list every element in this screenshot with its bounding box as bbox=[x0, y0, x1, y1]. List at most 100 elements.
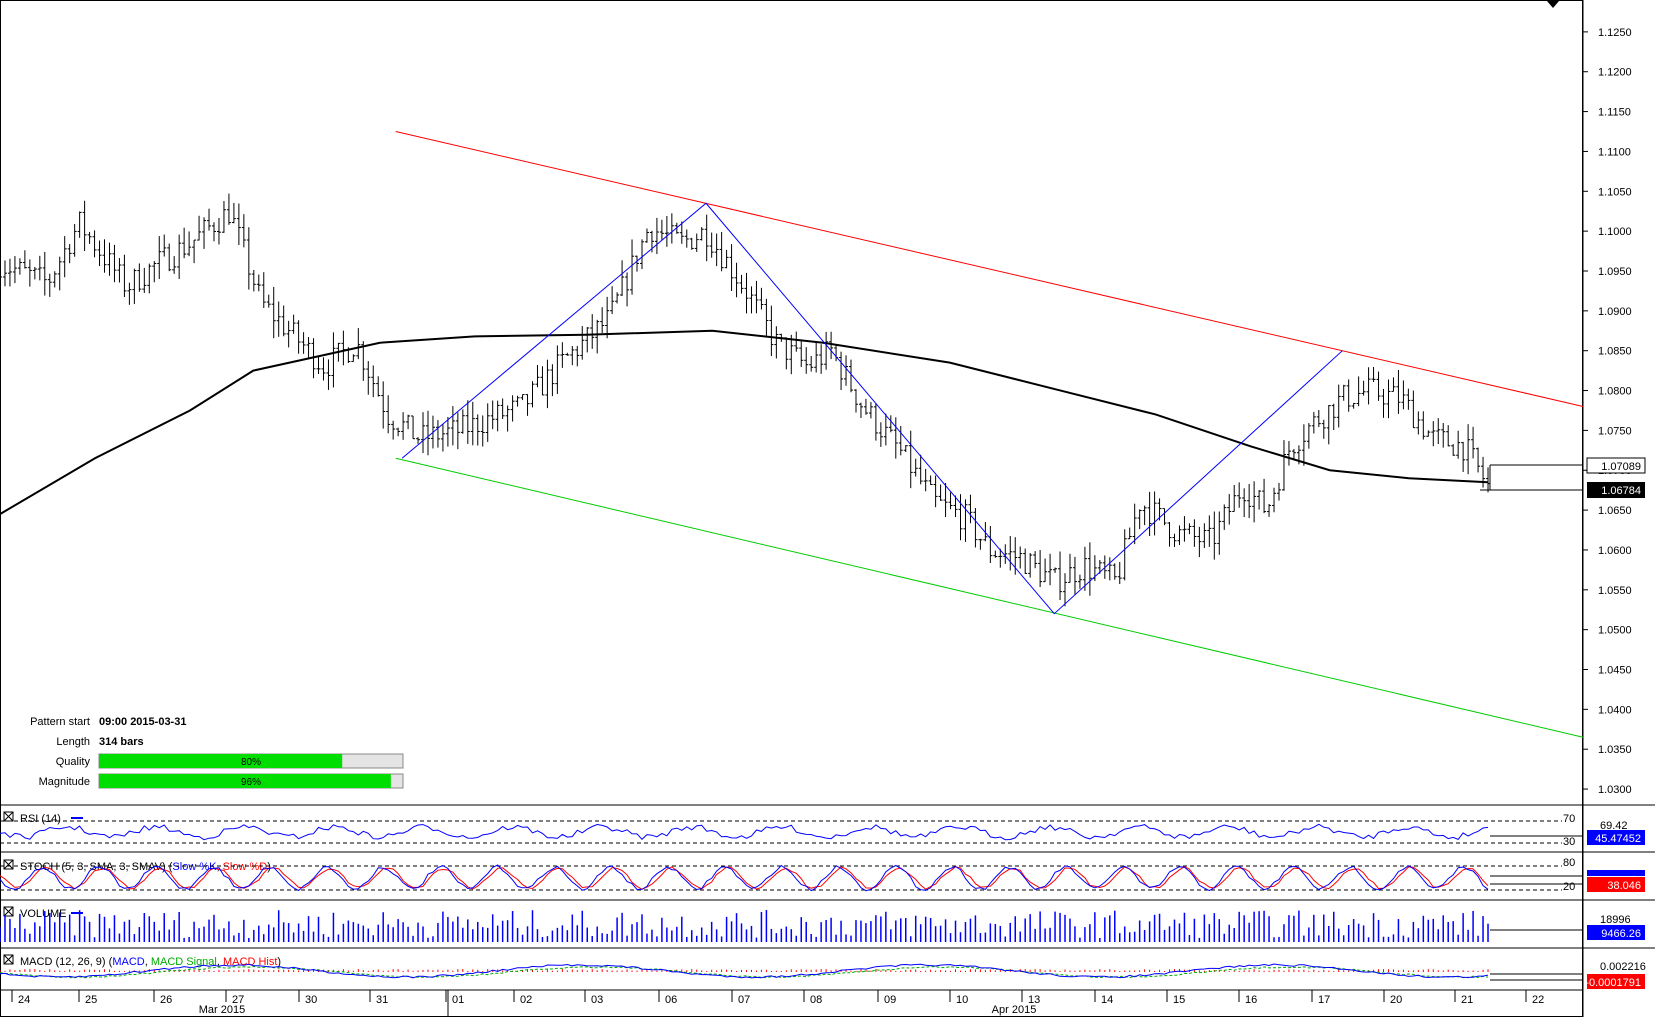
price-tick-label: 1.0800 bbox=[1598, 386, 1632, 398]
macd-label-macd: MACD bbox=[112, 956, 144, 968]
date-tick-label: 15 bbox=[1173, 994, 1185, 1006]
stoch-level-20-label: 20 bbox=[1563, 881, 1575, 893]
price-tick-label: 1.0750 bbox=[1598, 425, 1632, 437]
price-tick-label: 1.0350 bbox=[1598, 744, 1632, 756]
stoch-label-prefix: STOCH (5, 3, SMA, 3, SMAV) bbox=[20, 861, 166, 873]
price-tick-label: 1.0450 bbox=[1598, 665, 1632, 677]
price-tick-label: 1.0550 bbox=[1598, 585, 1632, 597]
macd-signal-line bbox=[0, 965, 1489, 979]
date-tick-label: 02 bbox=[520, 994, 532, 1006]
stoch-label-k: Slow %K bbox=[172, 861, 217, 873]
pattern-zigzag-line bbox=[401, 202, 1343, 615]
date-tick-label: 07 bbox=[738, 994, 750, 1006]
volume-panel: VOLUME 18996 9466.26 bbox=[0, 906, 1645, 942]
date-tick-label: 09 bbox=[884, 994, 896, 1006]
date-tick-label: 08 bbox=[810, 994, 822, 1006]
macd-close-icon[interactable] bbox=[3, 954, 14, 965]
price-tick-label: 1.1050 bbox=[1598, 186, 1632, 198]
price-tick-label: 1.1200 bbox=[1598, 67, 1632, 79]
rsi-level-70-label: 70 bbox=[1563, 813, 1575, 825]
quality-bar-fill bbox=[99, 754, 343, 768]
volume-value-text: 18996 bbox=[1600, 914, 1631, 926]
price-tick-label: 1.0400 bbox=[1598, 704, 1632, 716]
volume-bars bbox=[0, 910, 1489, 942]
macd-line bbox=[0, 963, 1489, 979]
date-tick-label: 21 bbox=[1461, 994, 1473, 1006]
macd-tag-box bbox=[1587, 974, 1645, 989]
macd-label-prefix: MACD (12, 26, 9) bbox=[20, 956, 106, 968]
length-value: 314 bars bbox=[99, 736, 144, 748]
stoch-tag-k-box bbox=[1587, 870, 1645, 876]
date-tick-label: 25 bbox=[85, 994, 97, 1006]
price-tick-label: 1.1150 bbox=[1598, 107, 1631, 119]
rsi-line bbox=[0, 823, 1489, 841]
price-tick-label: 1.1100 bbox=[1598, 146, 1631, 158]
date-tick-label: 17 bbox=[1318, 994, 1330, 1006]
macd-label: MACD (12, 26, 9) (MACD, MACD Signal, MAC… bbox=[20, 956, 281, 968]
macd-label-signal: MACD Signal bbox=[151, 956, 217, 968]
rsi-panel: RSI (14) 70 30 69.42 45.47452 bbox=[0, 811, 1645, 848]
date-tick-label: 22 bbox=[1532, 994, 1544, 1006]
magnitude-bar-fill bbox=[99, 774, 391, 788]
price-tick-label: 1.0500 bbox=[1598, 625, 1632, 637]
volume-current-value: 9466.26 bbox=[1601, 928, 1641, 940]
date-tick-label: 20 bbox=[1390, 994, 1402, 1006]
stoch-level-80-label: 80 bbox=[1563, 857, 1575, 869]
stoch-panel: STOCH (5, 3, SMA, 3, SMAV) (Slow %K, Slo… bbox=[0, 857, 1645, 893]
menu-triangle-icon[interactable] bbox=[1547, 1, 1559, 8]
moving-average-line bbox=[0, 329, 1489, 515]
stoch-tag-d-box bbox=[1587, 877, 1645, 892]
date-tick-label: 27 bbox=[232, 994, 244, 1006]
month-label-mar: Mar 2015 bbox=[199, 1004, 245, 1016]
rsi-current-value: 45.47452 bbox=[1595, 833, 1641, 845]
pattern-info-panel: Pattern start 09:00 2015-03-31 Length 31… bbox=[30, 716, 404, 789]
date-axis: 24 25 26 27 30 31 01 02 03 06 07 08 09 10 13 14 15 16 17 20… bbox=[11, 990, 1544, 1006]
length-label: Length bbox=[56, 736, 90, 748]
stoch-current-value: 38.046 bbox=[1607, 880, 1641, 892]
macd-value-text: 0.002216 bbox=[1600, 961, 1646, 973]
date-tick-label: 31 bbox=[376, 994, 388, 1006]
stoch-close-icon-cross bbox=[3, 859, 14, 870]
stoch-label: STOCH (5, 3, SMA, 3, SMAV) (Slow %K, Slo… bbox=[20, 861, 271, 873]
price-tag-upper-value: 1.07089 bbox=[1601, 461, 1641, 473]
pattern-start-label: Pattern start bbox=[30, 716, 90, 728]
quality-label: Quality bbox=[56, 756, 91, 768]
macd-close-icon-cross bbox=[3, 954, 14, 965]
date-tick-label: 01 bbox=[452, 994, 464, 1006]
volume-tag-box bbox=[1587, 925, 1645, 940]
month-label-apr: Apr 2015 bbox=[992, 1004, 1037, 1016]
rsi-label: RSI (14) bbox=[20, 813, 61, 825]
channel-resistance-line bbox=[395, 131, 1584, 407]
price-tick-label: 1.1250 bbox=[1598, 27, 1632, 39]
date-tick-label: 06 bbox=[665, 994, 677, 1006]
date-tick-label: 24 bbox=[18, 994, 30, 1006]
volume-close-icon[interactable] bbox=[3, 906, 14, 917]
date-tick-label: 26 bbox=[160, 994, 172, 1006]
magnitude-label: Magnitude bbox=[39, 776, 90, 788]
stoch-close-icon[interactable] bbox=[3, 859, 14, 870]
price-tick-label: 1.0900 bbox=[1598, 306, 1632, 318]
price-tick-label: 1.0950 bbox=[1598, 266, 1632, 278]
volume-label: VOLUME bbox=[20, 908, 66, 920]
price-tag-lower-box bbox=[1587, 482, 1645, 498]
stoch-k-line bbox=[0, 864, 1489, 892]
volume-close-icon-cross bbox=[3, 906, 14, 917]
quality-value: 80% bbox=[241, 757, 261, 768]
rsi-tag-box bbox=[1587, 830, 1645, 845]
price-tick-label: 1.0600 bbox=[1598, 545, 1632, 557]
rsi-close-icon-cross bbox=[3, 811, 14, 822]
stoch-label-d: Slow %D bbox=[223, 861, 268, 873]
price-tick-label: 1.0650 bbox=[1598, 505, 1632, 517]
macd-panel: MACD (12, 26, 9) (MACD, MACD Signal, MAC… bbox=[0, 954, 1646, 989]
macd-current-value: -0.0001791 bbox=[1585, 977, 1641, 989]
stoch-d-line bbox=[0, 866, 1489, 890]
macd-histogram bbox=[0, 969, 1489, 972]
price-axis-ticks: 1.1250 1.1200 1.1150 1.1100 1.1050 1.1000 1.09… bbox=[1583, 27, 1632, 796]
channel-support-line bbox=[395, 457, 1584, 738]
price-tag-lower: 1.06784 bbox=[1480, 482, 1645, 498]
price-tag-lower-value: 1.06784 bbox=[1601, 485, 1641, 497]
price-tick-label: 1.0300 bbox=[1598, 784, 1632, 796]
date-tick-label: 14 bbox=[1101, 994, 1113, 1006]
date-tick-label: 30 bbox=[305, 994, 317, 1006]
